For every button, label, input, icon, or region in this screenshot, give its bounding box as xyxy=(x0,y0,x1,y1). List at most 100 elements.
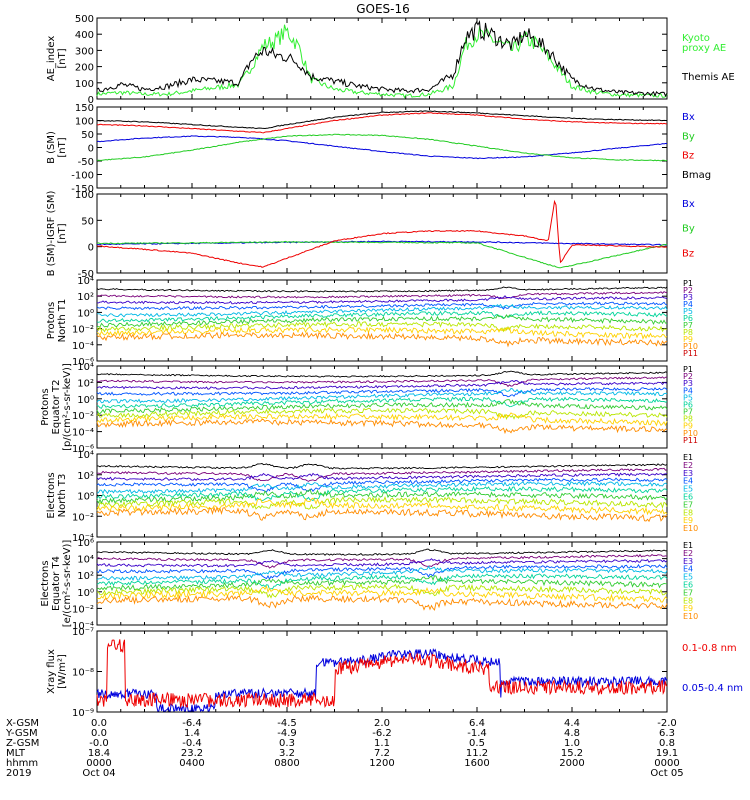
legend-label: proxy AE xyxy=(682,43,726,54)
flux-line xyxy=(96,386,668,398)
legend-label: P7 xyxy=(683,408,693,417)
y-tick-label: 10⁰ xyxy=(77,588,94,599)
legend-label: P10 xyxy=(683,342,698,351)
footer-cell: 11.2 xyxy=(466,748,488,759)
footer-cell: 18.4 xyxy=(88,748,110,759)
legend-label: E7 xyxy=(683,588,693,597)
y-tick-label: 10⁻⁸ xyxy=(72,668,94,679)
footer-cell: 1.4 xyxy=(184,728,200,739)
series-line xyxy=(96,199,668,268)
flux-line xyxy=(96,310,668,323)
y-axis-label: Protons xyxy=(40,388,51,425)
legend-label: Kyoto xyxy=(682,33,710,44)
flux-line xyxy=(97,467,668,482)
footer-cell: -0.0 xyxy=(89,738,109,749)
footer-row-label: hhmm xyxy=(6,758,38,769)
y-tick-label: 10⁰ xyxy=(77,308,94,319)
y-axis-label: [nT] xyxy=(57,223,68,243)
flux-line xyxy=(96,399,668,415)
flux-line xyxy=(96,387,668,404)
footer-cell: 23.2 xyxy=(181,748,203,759)
footer-cell: 6.3 xyxy=(659,728,675,739)
series-line xyxy=(97,133,668,162)
legend-label: E10 xyxy=(683,524,698,533)
flux-lines xyxy=(96,463,668,523)
footer-cell: 3.2 xyxy=(279,748,295,759)
flux-line xyxy=(96,396,668,409)
y-tick-label: 10⁻⁴ xyxy=(72,428,94,439)
legend-label: E9 xyxy=(683,516,693,525)
y-tick-label: 100 xyxy=(75,117,94,128)
footer-cell: -2.0 xyxy=(657,718,677,729)
footer-cell: 19.1 xyxy=(656,748,678,759)
legend-label: Bmag xyxy=(682,170,711,181)
legend-label: P4 xyxy=(683,386,693,395)
series-line xyxy=(96,110,667,130)
flux-line xyxy=(96,331,668,348)
footer-row-label: Z-GSM xyxy=(6,738,39,749)
legend-label: P9 xyxy=(683,422,693,431)
flux-line xyxy=(96,565,668,582)
flux-line xyxy=(96,477,668,493)
y-tick-label: 10⁴ xyxy=(77,555,94,566)
y-tick-label: 10⁻⁶ xyxy=(72,444,94,455)
legend-label: P8 xyxy=(683,328,693,337)
y-tick-label: 10⁻⁷ xyxy=(72,627,94,638)
footer-cell: 0.3 xyxy=(279,738,295,749)
flux-line xyxy=(96,463,668,470)
xray-line xyxy=(96,648,668,713)
footer-cell: 2000 xyxy=(559,758,584,769)
series-group xyxy=(96,199,668,269)
footer-cell: 6.4 xyxy=(469,718,485,729)
y-tick-label: 500 xyxy=(75,14,94,25)
flux-line xyxy=(96,480,668,495)
y-axis-label: Xray flux xyxy=(46,649,57,694)
series-group xyxy=(96,19,668,99)
legend-label: Bx xyxy=(682,112,695,123)
flux-line xyxy=(96,472,668,482)
legend-label: By xyxy=(682,224,695,235)
y-axis-label: Electrons xyxy=(40,560,51,606)
xray-lines xyxy=(96,639,668,713)
legend-label: P2 xyxy=(683,372,693,381)
y-axis-label: North T3 xyxy=(57,474,68,518)
footer-cell: 4.8 xyxy=(564,728,580,739)
y-tick-label: 100 xyxy=(75,190,94,201)
legend-label: E1 xyxy=(683,541,693,550)
y-axis-label: [nT] xyxy=(57,48,68,68)
y-tick-label: 400 xyxy=(75,30,94,41)
y-axis-label: B (SM) xyxy=(46,131,57,164)
legend-label: P6 xyxy=(683,314,693,323)
footer-cell: -6.2 xyxy=(372,728,392,739)
legend-label: P1 xyxy=(683,279,693,288)
footer-cell: -4.9 xyxy=(277,728,297,739)
series-line xyxy=(96,24,668,99)
flux-line xyxy=(96,497,668,516)
y-tick-label: 0 xyxy=(88,95,94,106)
legend-label: E2 xyxy=(683,549,693,558)
footer-row-label: MLT xyxy=(6,748,26,759)
flux-line xyxy=(96,485,668,502)
y-axis-label: [p/(cm²-s-sr-keV)] xyxy=(62,363,73,451)
footer-cell: -1.4 xyxy=(467,728,487,739)
footer-cell: 1600 xyxy=(464,758,489,769)
flux-line xyxy=(96,301,668,311)
flux-line xyxy=(96,548,667,556)
footer-cell: 0.0 xyxy=(91,718,107,729)
y-tick-label: 100 xyxy=(75,79,94,90)
flux-line xyxy=(96,583,668,599)
flux-line xyxy=(96,488,668,505)
y-tick-label: 50 xyxy=(81,216,94,227)
xray-line xyxy=(96,639,668,709)
y-tick-label: -100 xyxy=(71,171,94,182)
y-tick-label: 0 xyxy=(88,243,94,254)
y-tick-label: 200 xyxy=(75,63,94,74)
footer-row-label: X-GSM xyxy=(6,718,39,729)
legend-label: E3 xyxy=(683,469,693,478)
y-axis-label: Protons xyxy=(46,302,57,339)
legend-label: Bx xyxy=(682,199,695,210)
legend-label: P11 xyxy=(683,436,698,445)
y-tick-label: 10⁰ xyxy=(77,492,94,503)
y-tick-label: 10⁴ xyxy=(77,362,94,373)
